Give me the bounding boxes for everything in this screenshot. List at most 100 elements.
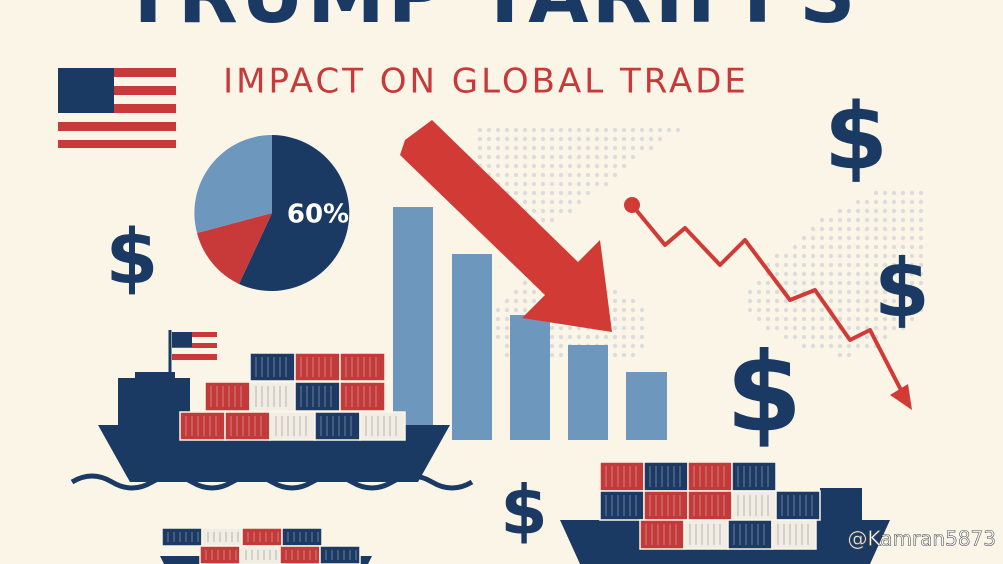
map-dot [540, 127, 546, 133]
map-dot [882, 190, 888, 196]
map-dot [756, 316, 762, 322]
map-dot [621, 343, 627, 349]
map-dot [783, 316, 789, 322]
map-dot [837, 352, 843, 358]
map-dot [891, 325, 897, 331]
map-dot [891, 235, 897, 241]
map-dot [810, 262, 816, 268]
map-dot [846, 217, 852, 223]
map-dot [909, 244, 915, 250]
map-dot [918, 280, 924, 286]
map-dot [828, 217, 834, 223]
map-dot [612, 127, 618, 133]
map-dot [549, 352, 555, 358]
map-dot [846, 343, 852, 349]
container [224, 411, 271, 441]
map-dot [918, 226, 924, 232]
map-dot [864, 316, 870, 322]
map-dot [801, 307, 807, 313]
map-dot [891, 217, 897, 223]
map-dot [900, 262, 906, 268]
map-dot [783, 334, 789, 340]
flag-stripe [58, 122, 176, 131]
map-dot [495, 325, 501, 331]
map-dot [567, 199, 573, 205]
map-dot [504, 136, 510, 142]
map-dot [873, 253, 879, 259]
map-dot [792, 253, 798, 259]
small-flag-stripe [172, 332, 217, 337]
map-dot [549, 163, 555, 169]
map-dot [594, 154, 600, 160]
container [249, 352, 296, 382]
container [339, 381, 386, 412]
map-dot [900, 316, 906, 322]
map-dot [873, 235, 879, 241]
map-dot [837, 334, 843, 340]
map-dot [855, 244, 861, 250]
map-dot [540, 154, 546, 160]
map-dot [819, 235, 825, 241]
map-dot [918, 244, 924, 250]
map-dot [477, 145, 483, 151]
map-dot [855, 235, 861, 241]
map-dot [801, 325, 807, 331]
map-dot [900, 235, 906, 241]
map-dot [522, 190, 528, 196]
map-dot [531, 172, 537, 178]
map-dot [837, 280, 843, 286]
map-dot [810, 316, 816, 322]
map-dot [540, 217, 546, 223]
map-dot [891, 262, 897, 268]
map-dot [918, 253, 924, 259]
map-dot [882, 253, 888, 259]
map-dot [774, 253, 780, 259]
map-dot [909, 208, 915, 214]
map-dot [756, 298, 762, 304]
map-dot [846, 253, 852, 259]
map-dot [756, 307, 762, 313]
map-dot [495, 163, 501, 169]
map-dot [819, 262, 825, 268]
container [294, 381, 341, 412]
dollar-sign: $ [874, 242, 930, 335]
map-dot [558, 145, 564, 151]
map-dot [891, 316, 897, 322]
map-dot [531, 163, 537, 169]
map-dot [504, 145, 510, 151]
flag-stripe [58, 68, 176, 77]
dollar-sign: $ [500, 472, 547, 551]
map-dot [801, 334, 807, 340]
map-dot [504, 298, 510, 304]
map-dot [864, 343, 870, 349]
map-dot [855, 343, 861, 349]
map-dot [522, 163, 528, 169]
map-dot [918, 217, 924, 223]
map-dot [504, 334, 510, 340]
map-dot [486, 163, 492, 169]
map-dot [639, 145, 645, 151]
map-dot [513, 298, 519, 304]
map-dot [783, 271, 789, 277]
map-dot [549, 154, 555, 160]
map-dot [810, 271, 816, 277]
map-dot [828, 280, 834, 286]
map-dot [495, 154, 501, 160]
decline-line [624, 197, 912, 410]
map-dot [549, 145, 555, 151]
map-dot [531, 136, 537, 142]
map-dot [495, 334, 501, 340]
map-dot [558, 163, 564, 169]
container [339, 352, 386, 382]
map-dot [891, 244, 897, 250]
map-dot [864, 244, 870, 250]
map-dot [900, 325, 906, 331]
map-dot [747, 289, 753, 295]
map-dot [891, 280, 897, 286]
map-dot [540, 145, 546, 151]
map-dot [567, 127, 573, 133]
map-dot [531, 298, 537, 304]
map-dot [873, 307, 879, 313]
map-dot [846, 289, 852, 295]
map-dot [882, 199, 888, 205]
